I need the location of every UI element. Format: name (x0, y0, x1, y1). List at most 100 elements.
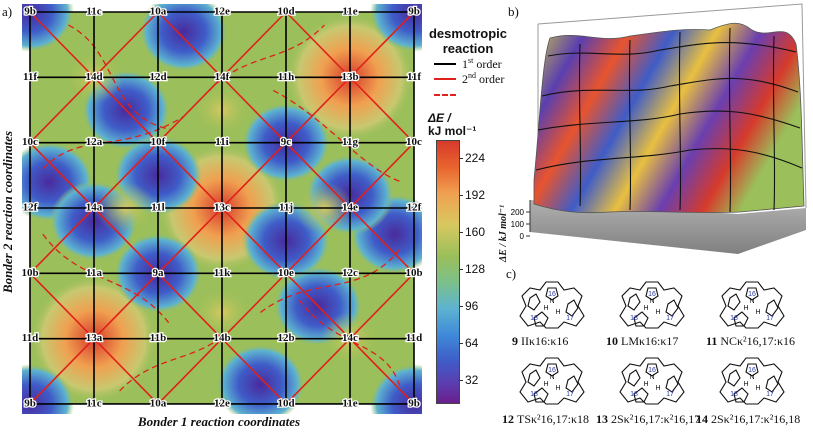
porphyrin-structure-14: 16 17 18 NHH (719, 357, 785, 405)
surface-tick-0: 0 (520, 232, 525, 241)
molecule-number: 14 (696, 412, 711, 426)
pyrrole-ring (645, 287, 659, 301)
pyrrole-ring (627, 369, 641, 387)
node-label-11h: 11h (278, 71, 295, 83)
pyrrole-ring (565, 375, 579, 393)
macrocycle-ring (519, 357, 585, 405)
legend-second-order-dashed-swatch (434, 94, 456, 96)
molecule-name: NCκ²16,17:κ16 (720, 334, 796, 348)
node-label-11c: 11c (86, 398, 101, 410)
pyrrole-ring (665, 299, 679, 317)
legend-title-line1: desmotropic (428, 26, 507, 41)
nitrogen-label: N (649, 298, 654, 305)
node-label-14c: 14c (342, 332, 358, 344)
node-label-10d: 10d (277, 6, 294, 18)
node-label-14a: 14a (86, 202, 103, 214)
colorbar-title-line1: ΔE / (428, 111, 451, 125)
hydrogen-label: H (643, 381, 648, 388)
atom-label-16: 16 (548, 367, 556, 374)
colorbar-tick-mark (459, 343, 463, 344)
surface-gridlines (535, 27, 803, 213)
colorbar-tick-mark (459, 380, 463, 381)
pyrrole-ring (733, 387, 749, 403)
node-label-10f: 10f (151, 136, 166, 148)
node-label-13a: 13a (86, 332, 103, 344)
atom-label-16: 16 (748, 291, 756, 298)
pyrrole-ring (527, 369, 541, 387)
macrocycle-ring (519, 281, 585, 329)
node-label-11f: 11f (23, 71, 37, 83)
colorbar-tick-160: 160 (465, 225, 486, 239)
colorbar-tick-96: 96 (465, 299, 479, 313)
second-order-dashed-path-0 (68, 24, 171, 131)
node-label-12c: 12c (342, 267, 358, 279)
pyrrole-ring (545, 363, 559, 377)
pyrrole-ring (527, 293, 541, 311)
node-label-11l: 11l (151, 202, 164, 214)
node-label-9b: 9b (24, 6, 36, 18)
pyrrole-ring (745, 287, 759, 301)
molecule-caption-10: 10 LMκ16:κ17 (606, 334, 678, 349)
node-label-10e: 10e (278, 267, 294, 279)
surface-box-back (537, 3, 807, 209)
nitrogen-label: N (649, 374, 654, 381)
colorbar-tick-mark (459, 269, 463, 270)
second-order-dashed-path-7 (260, 246, 402, 314)
macrocycle-ring (619, 357, 685, 405)
nitrogen-label: N (549, 374, 554, 381)
node-label-14e: 14e (342, 202, 358, 214)
node-label-11e: 11e (342, 6, 357, 18)
node-label-9b: 9b (408, 398, 420, 410)
node-label-11k: 11k (214, 267, 231, 279)
node-label-13b: 13b (341, 71, 358, 83)
colorbar (436, 140, 460, 404)
nitrogen-label: N (549, 298, 554, 305)
legend-second-order: 2nd order (434, 71, 524, 86)
molecule-number: 9 (512, 334, 521, 348)
node-label-12d: 12d (149, 71, 166, 83)
pyrrole-ring (545, 287, 559, 301)
atom-label-17: 17 (766, 315, 774, 322)
legend-second-order-swatch (434, 78, 456, 80)
hydrogen-label: H (755, 385, 760, 392)
hydrogen-label: H (655, 309, 660, 316)
node-label-12e: 12e (214, 6, 230, 18)
energy-minimum-9 (216, 344, 305, 414)
porphyrin-structure-9: 16 17 18 NHH (519, 281, 585, 329)
colorbar-title-line2: kJ mol⁻¹ (428, 124, 477, 138)
node-label-11f: 11f (407, 71, 421, 83)
porphyrin-structure-12: 16 17 18 NHH (519, 357, 585, 405)
node-label-11j: 11j (279, 202, 293, 214)
molecule-number: 10 (606, 334, 621, 348)
pyrrole-ring (765, 375, 779, 393)
molecule-caption-11: 11 NCκ²16,17:κ16 (706, 334, 795, 349)
node-label-9b: 9b (24, 398, 36, 410)
pyrrole-ring (727, 293, 741, 311)
legend-title: desmotropic reaction (424, 26, 512, 56)
legend-first-order-swatch (434, 63, 456, 65)
molecule-caption-9: 9 IIκ16:κ16 (512, 334, 568, 349)
hydrogen-label: H (543, 381, 548, 388)
node-label-10c: 10c (22, 136, 38, 148)
node-label-13c: 13c (214, 202, 230, 214)
node-label-11c: 11c (86, 6, 101, 18)
hydrogen-label: H (655, 385, 660, 392)
panel-label-b: b) (508, 4, 519, 19)
porphyrin-structure-10: 16 17 18 NHH (619, 281, 685, 329)
legend-title-line2: reaction (442, 41, 494, 56)
node-label-12b: 12b (277, 332, 294, 344)
second-order-dashed-path-1 (298, 299, 402, 392)
node-label-9b: 9b (408, 6, 420, 18)
node-label-10a: 10a (150, 398, 167, 410)
molecule-name: 2Sκ²16,17:κ²16,18 (711, 412, 801, 426)
molecule-number: 13 (596, 412, 611, 426)
node-label-10b: 10b (22, 267, 39, 279)
atom-label-17: 17 (766, 391, 774, 398)
porphyrin-structure-11: 16 17 18 NHH (719, 281, 785, 329)
pyrrole-ring (627, 293, 641, 311)
pyrrole-ring (533, 311, 549, 327)
hydrogen-label: H (743, 305, 748, 312)
pyrrole-ring (645, 363, 659, 377)
colorbar-tick-32: 32 (465, 373, 479, 387)
molecule-name: TSκ²16,17:κ18 (517, 412, 590, 426)
